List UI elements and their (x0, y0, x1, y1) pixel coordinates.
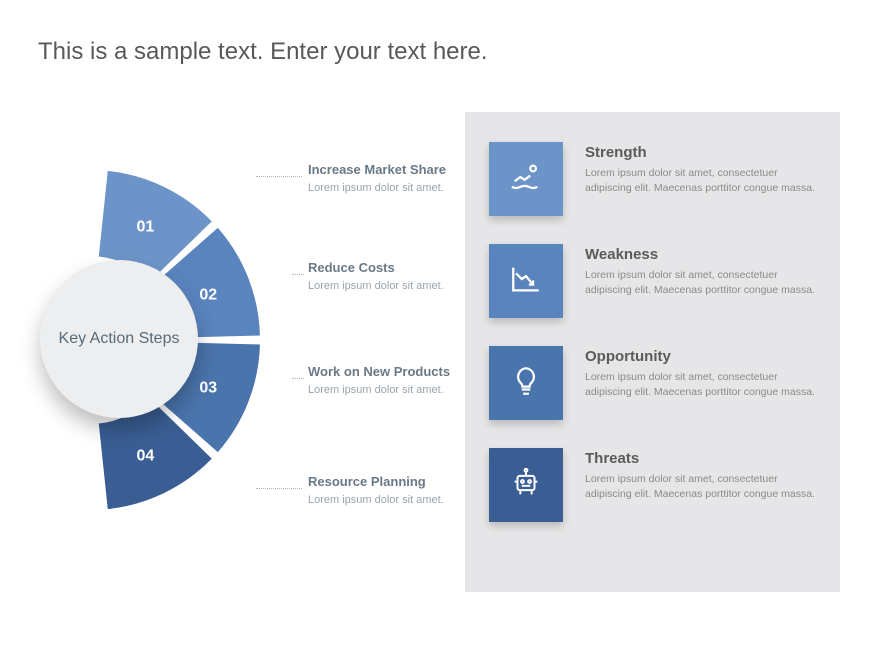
page-title: This is a sample text. Enter your text h… (38, 38, 488, 66)
step-block-3: Work on New Products Lorem ipsum dolor si… (308, 364, 463, 398)
segment-number-3: 03 (199, 379, 217, 396)
step-block-4: Resource Planning Lorem ipsum dolor sit a… (308, 474, 463, 508)
weakness-tile (489, 244, 563, 318)
decline-icon (509, 262, 543, 301)
bulb-icon (509, 364, 543, 403)
strength-tile (489, 142, 563, 216)
step-title-2: Reduce Costs (308, 260, 463, 276)
segment-number-1: 01 (137, 219, 155, 236)
left-panel: 01 02 03 04 Key Action Steps Increase Marke… (20, 130, 460, 590)
connector-3 (292, 378, 304, 379)
connector-1 (256, 176, 302, 177)
step-body-3: Lorem ipsum dolor sit amet. (308, 383, 463, 398)
threats-title: Threats (585, 450, 816, 467)
step-title-4: Resource Planning (308, 474, 463, 490)
step-block-1: Increase Market Share Lorem ipsum dolor s… (308, 162, 463, 196)
opportunity-body: Lorem ipsum dolor sit amet, consectetuer… (585, 370, 816, 399)
threats-text: Threats Lorem ipsum dolor sit amet, conse… (585, 448, 816, 501)
connector-2 (292, 274, 304, 275)
swot-row-opportunity: Opportunity Lorem ipsum dolor sit amet, c… (489, 346, 816, 420)
step-body-2: Lorem ipsum dolor sit amet. (308, 279, 463, 294)
segment-number-2: 02 (199, 287, 217, 304)
swot-row-threats: Threats Lorem ipsum dolor sit amet, conse… (489, 448, 816, 522)
swot-panel: Strength Lorem ipsum dolor sit amet, cons… (465, 112, 840, 592)
step-title-1: Increase Market Share (308, 162, 463, 178)
robot-icon (509, 466, 543, 505)
weakness-text: Weakness Lorem ipsum dolor sit amet, cons… (585, 244, 816, 297)
opportunity-tile (489, 346, 563, 420)
swot-row-weakness: Weakness Lorem ipsum dolor sit amet, cons… (489, 244, 816, 318)
threats-tile (489, 448, 563, 522)
center-label: Key Action Steps (59, 329, 180, 350)
connector-4 (256, 488, 302, 489)
opportunity-text: Opportunity Lorem ipsum dolor sit amet, c… (585, 346, 816, 399)
swot-row-strength: Strength Lorem ipsum dolor sit amet, cons… (489, 142, 816, 216)
segment-number-4: 04 (137, 447, 155, 464)
center-circle: Key Action Steps (40, 260, 198, 418)
step-block-2: Reduce Costs Lorem ipsum dolor sit amet. (308, 260, 463, 294)
step-body-1: Lorem ipsum dolor sit amet. (308, 181, 463, 196)
step-title-3: Work on New Products (308, 364, 463, 380)
threats-body: Lorem ipsum dolor sit amet, consectetuer… (585, 472, 816, 501)
step-body-4: Lorem ipsum dolor sit amet. (308, 493, 463, 508)
weakness-body: Lorem ipsum dolor sit amet, consectetuer… (585, 268, 816, 297)
opportunity-title: Opportunity (585, 348, 816, 365)
weakness-title: Weakness (585, 246, 816, 263)
swimmer-icon (509, 160, 543, 199)
strength-title: Strength (585, 144, 816, 161)
strength-body: Lorem ipsum dolor sit amet, consectetuer… (585, 166, 816, 195)
strength-text: Strength Lorem ipsum dolor sit amet, cons… (585, 142, 816, 195)
